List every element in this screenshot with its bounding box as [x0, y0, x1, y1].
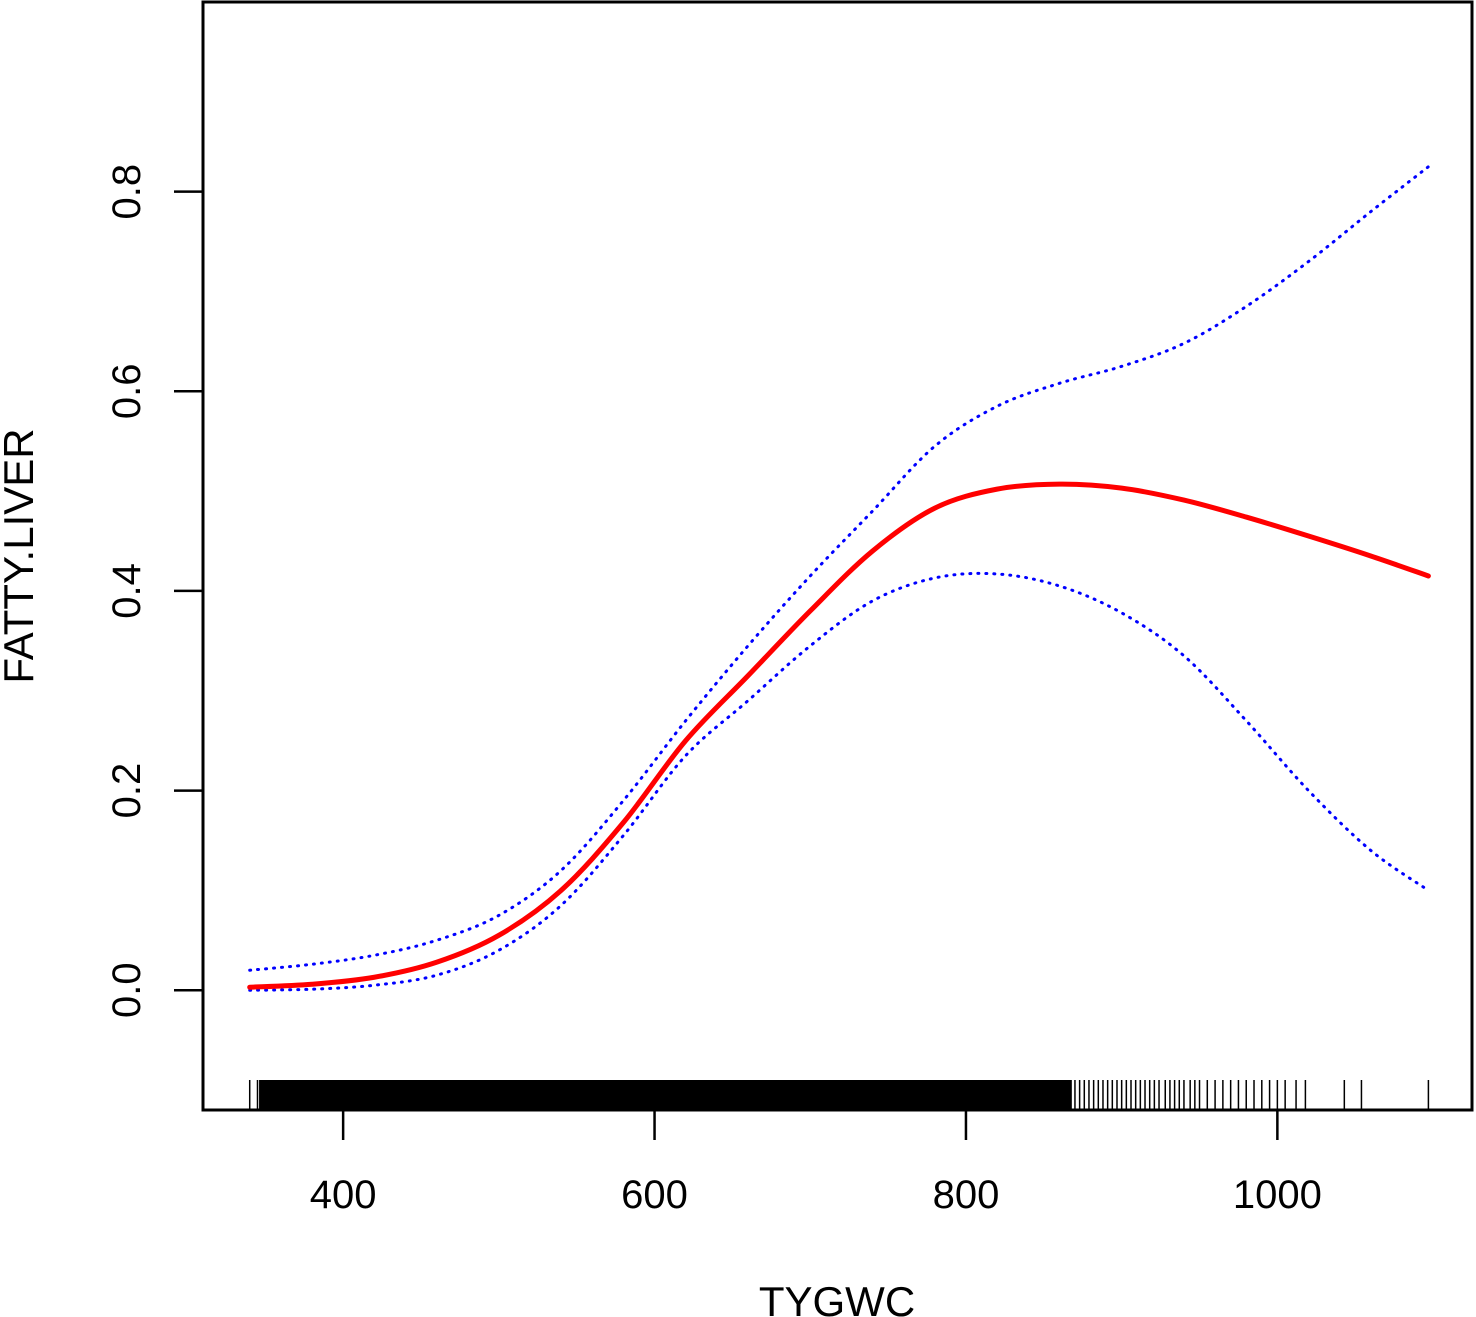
y-tick-label: 0.6: [105, 363, 149, 419]
ci-band-line-1: [248, 165, 1430, 972]
x-tick-label: 400: [310, 1173, 377, 1217]
fit-line: [247, 481, 1431, 990]
rug-layer: [248, 1080, 1430, 1110]
y-tick-label: 0.0: [105, 962, 149, 1018]
y-tick-label: 0.2: [105, 763, 149, 819]
series-layer: [247, 165, 1431, 992]
y-axis: 0.0 0.2 0.4 0.6 0.8: [105, 164, 204, 1018]
x-axis: 400 600 800 1000: [310, 1109, 1322, 1217]
plot-frame: [201, 0, 1474, 1112]
x-tick-label: 800: [933, 1173, 1000, 1217]
x-axis-title: TYGWC: [759, 1278, 915, 1317]
ci-band-line-2: [248, 571, 1430, 992]
x-tick-label: 600: [621, 1173, 688, 1217]
y-tick-label: 0.4: [105, 563, 149, 619]
x-tick-label: 1000: [1233, 1173, 1322, 1217]
y-tick-label: 0.8: [105, 164, 149, 220]
rug-dense-band: [259, 1080, 1072, 1110]
y-axis-title: FATTY.LIVER: [0, 428, 42, 683]
